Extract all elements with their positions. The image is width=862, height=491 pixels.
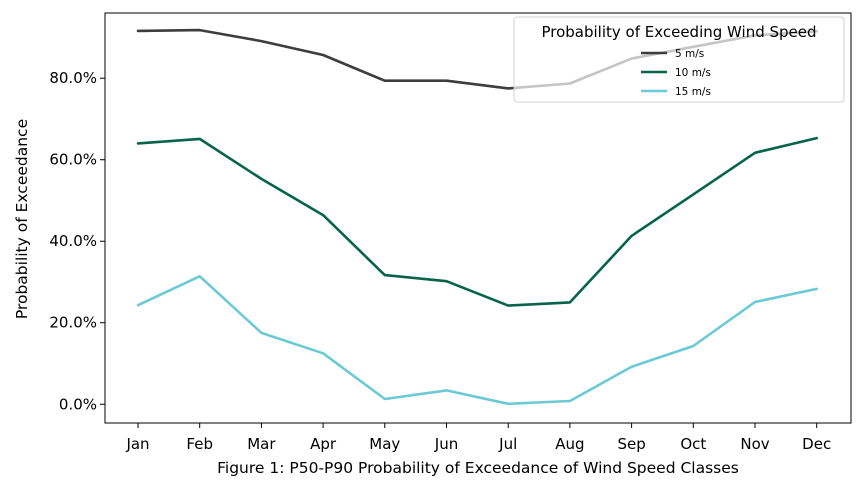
x-tick-label: Jul bbox=[498, 435, 517, 453]
legend-box bbox=[513, 16, 845, 103]
x-tick-label: Nov bbox=[740, 435, 769, 453]
x-tick-label: Jun bbox=[434, 435, 458, 453]
axes-frame bbox=[104, 12, 852, 424]
x-tick-label: Oct bbox=[680, 435, 706, 453]
x-tick-label: Aug bbox=[555, 435, 584, 453]
series-line-1 bbox=[136, 136, 819, 307]
x-tick-label: Mar bbox=[247, 435, 276, 453]
y-tick-label: 20.0% bbox=[49, 314, 97, 332]
x-tick-label: Jan bbox=[125, 435, 149, 453]
legend-entry-1: 10 m/s bbox=[675, 67, 711, 79]
legend-title: Probability of Exceeding Wind Speed bbox=[541, 23, 816, 41]
axes: 0.0% 20.0% 40.0% 60.0% 80.0% Jan Feb Mar Apr May J… bbox=[49, 12, 852, 453]
x-tick-label: Apr bbox=[310, 435, 337, 453]
legend-entry-2: 15 m/s bbox=[675, 86, 711, 98]
legend: Probability of Exceeding Wind Speed 5 m/s… bbox=[513, 16, 845, 103]
series-line-2 bbox=[136, 274, 819, 406]
y-axis-label: Probability of Exceedance bbox=[13, 119, 31, 319]
y-tick-label: 0.0% bbox=[59, 395, 97, 413]
x-tick-label: May bbox=[369, 435, 400, 453]
y-tick-label: 40.0% bbox=[49, 232, 97, 250]
y-tick-label: 80.0% bbox=[49, 69, 97, 87]
y-tick-label: 60.0% bbox=[49, 151, 97, 169]
legend-entry-0: 5 m/s bbox=[675, 48, 704, 60]
x-tick-label: Dec bbox=[802, 435, 831, 453]
x-axis-label: Figure 1: P50-P90 Probability of Exceeda… bbox=[217, 459, 739, 477]
x-tick-label: Feb bbox=[186, 435, 213, 453]
x-tick-label: Sep bbox=[617, 435, 645, 453]
